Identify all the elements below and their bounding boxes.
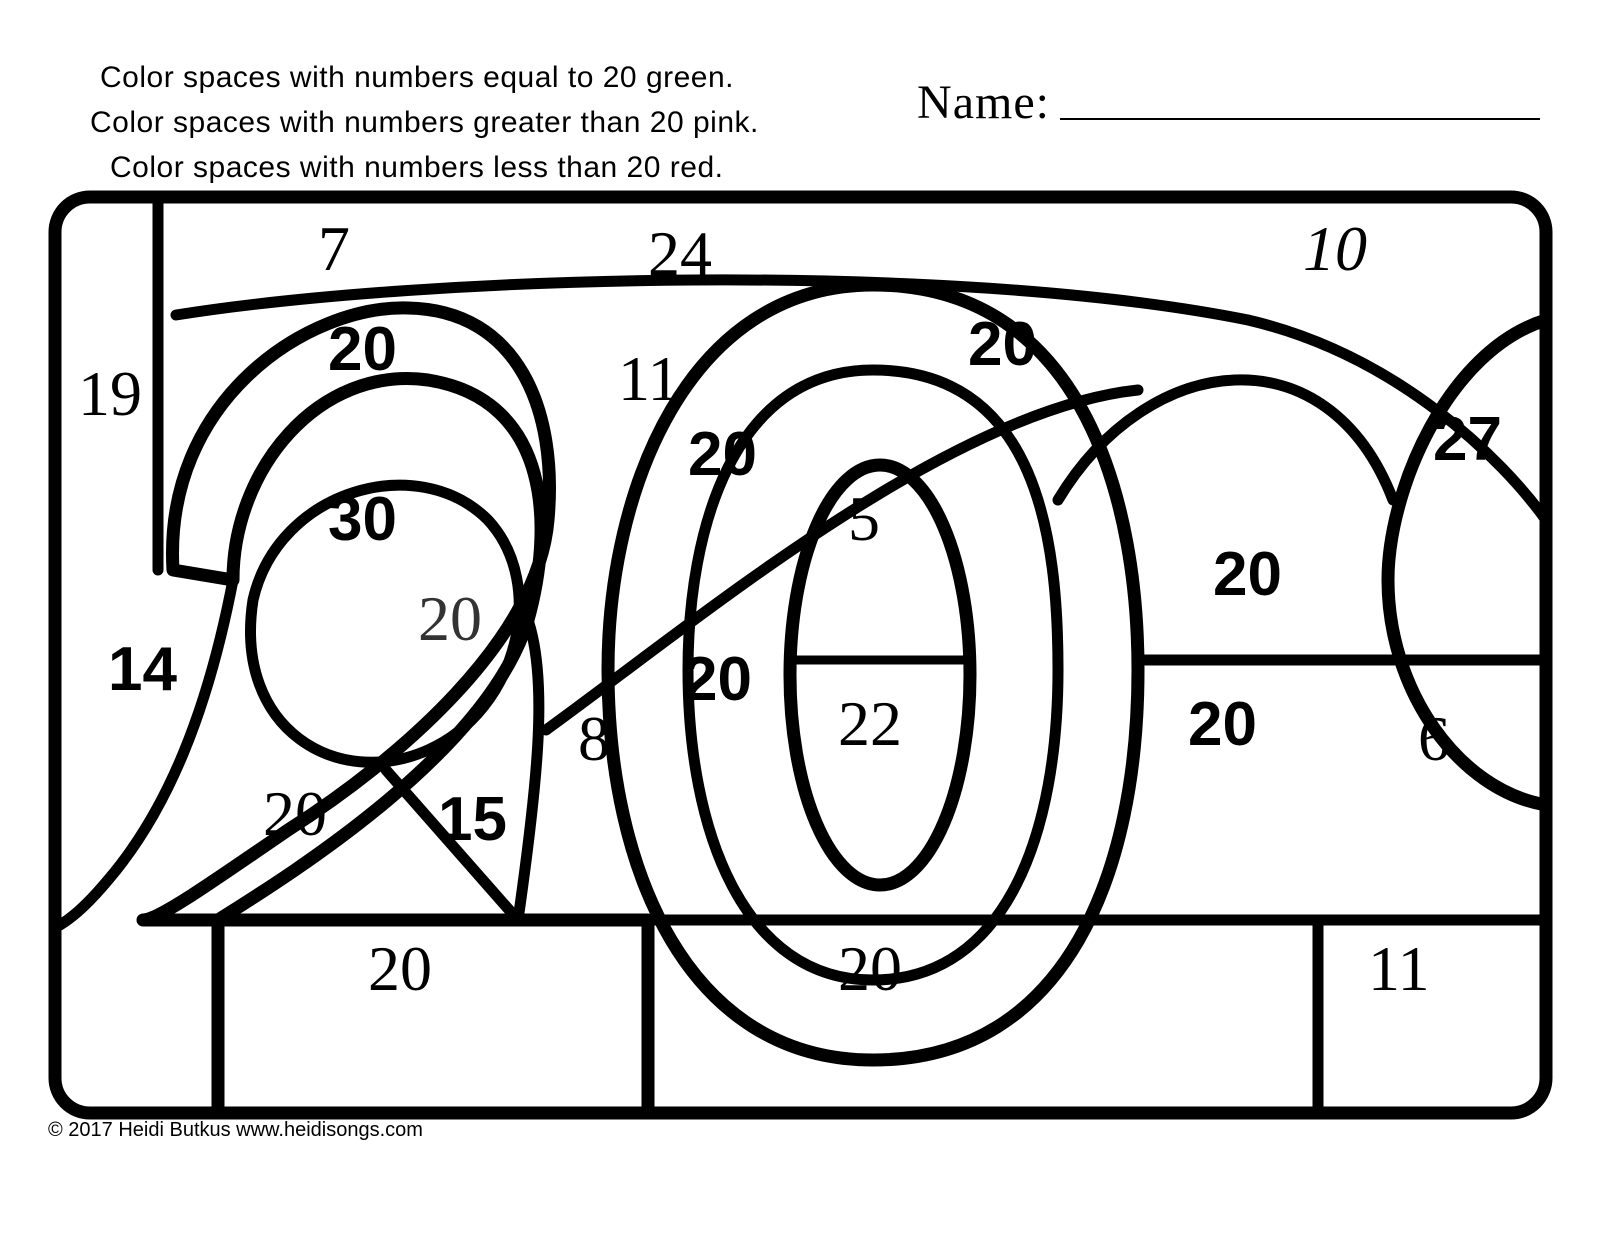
puzzle-svg: 7241019201120273020520201420222068201520… [48,190,1553,1120]
number-24-1: 24 [648,218,712,289]
two-tail-right [518,620,539,920]
number-22-15: 22 [838,688,902,759]
spacer [1358,660,1388,920]
instructions: Color spaces with numbers equal to 20 gr… [90,55,759,190]
name-underline[interactable] [1060,118,1540,120]
number-7-0: 7 [318,213,350,284]
number-20-9: 20 [688,420,757,489]
number-20-14: 20 [683,645,752,714]
number-11-23: 11 [1368,933,1430,1004]
number-20-16: 20 [1188,690,1257,759]
bottom-left-rect [218,920,648,1108]
puzzle-frame: 7241019201120273020520201420222068201520… [48,190,1553,1120]
number-8-18: 8 [578,703,610,774]
number-14-13: 14 [108,635,177,704]
number-5-10: 5 [848,483,880,554]
number-20-11: 20 [1213,540,1282,609]
number-15-20: 15 [438,785,507,854]
number-20-21: 20 [368,933,432,1004]
number-20-6: 20 [968,310,1037,379]
number-6-17: 6 [1418,703,1450,774]
copyright: © 2017 Heidi Butkus www.heidisongs.com [48,1119,423,1142]
number-20-4: 20 [328,315,397,384]
number-19-3: 19 [78,358,142,429]
number-10-2: 10 [1303,213,1367,284]
number-30-8: 30 [328,485,397,554]
number-11-5: 11 [618,343,680,414]
number-20-22: 20 [838,933,902,1004]
name-field: Name: [917,75,1540,130]
instruction-line-3: Color spaces with numbers less than 20 r… [90,145,759,190]
two-left-sweep [60,580,233,925]
number-27-7: 27 [1433,405,1502,474]
name-label: Name: [917,75,1050,130]
instruction-line-2: Color spaces with numbers greater than 2… [90,100,759,145]
number-20-19: 20 [263,778,327,849]
instruction-line-1: Color spaces with numbers equal to 20 gr… [90,55,759,100]
number-20-12: 20 [418,583,482,654]
